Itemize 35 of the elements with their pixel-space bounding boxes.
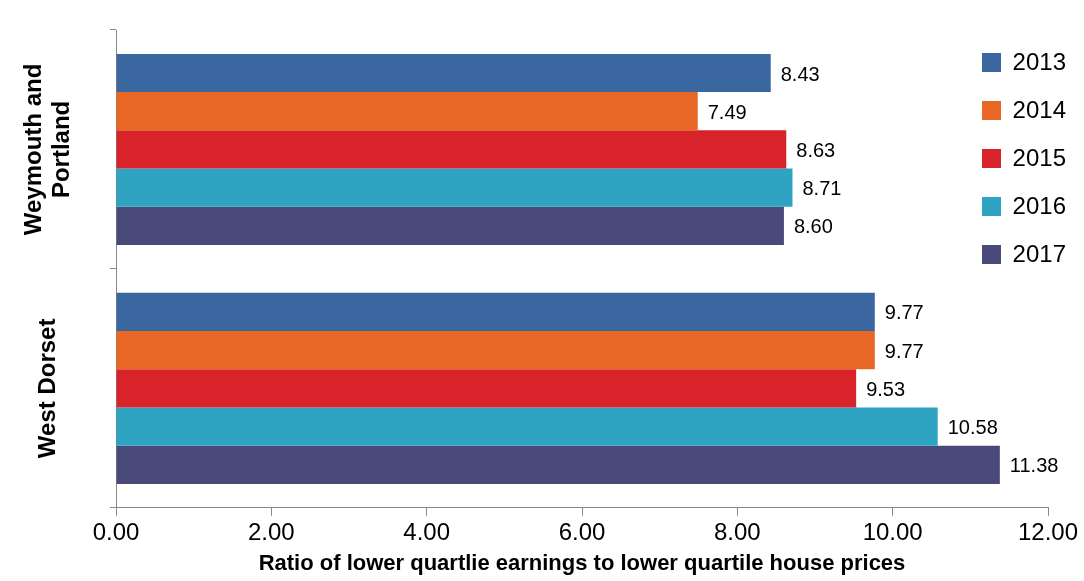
data-label: 9.53 — [866, 377, 906, 400]
x-tick-label: 4.00 — [403, 517, 451, 545]
bar — [116, 331, 875, 370]
bar — [116, 168, 793, 207]
x-axis-title: Ratio of lower quartlie earnings to lower quartile house prices — [258, 549, 906, 575]
x-tick-label: 10.00 — [862, 517, 923, 545]
bar — [116, 53, 771, 93]
legend-label: 2013 — [1012, 48, 1066, 76]
bar — [116, 445, 1000, 484]
x-tick-label: 0.00 — [92, 517, 140, 545]
data-label: 8.71 — [802, 177, 842, 200]
x-tick-label: 2.00 — [247, 517, 295, 545]
data-label: 9.77 — [884, 301, 924, 324]
data-label: 10.58 — [947, 416, 998, 439]
bar — [116, 369, 857, 408]
x-tick-label: 8.00 — [713, 517, 761, 545]
data-label: 8.63 — [796, 138, 836, 161]
bar — [116, 130, 787, 169]
bar — [116, 407, 938, 446]
data-label: 8.60 — [793, 215, 833, 238]
legend-label: 2015 — [1012, 144, 1066, 172]
bar — [116, 206, 784, 246]
bar — [116, 292, 875, 332]
y-tick-label: Weymouth and Portland — [18, 63, 74, 236]
data-label: 9.77 — [884, 339, 924, 362]
bar — [116, 92, 698, 131]
y-tick-label: West Dorset — [32, 318, 60, 459]
data-label: 7.49 — [707, 100, 747, 123]
data-label: 11.38 — [1009, 454, 1059, 477]
x-tick-label: 12.00 — [1017, 517, 1079, 545]
legend-label: 2016 — [1012, 192, 1066, 220]
data-label: 8.43 — [780, 62, 820, 85]
legend-label: 2014 — [1012, 96, 1066, 124]
x-tick-label: 6.00 — [558, 517, 606, 545]
legend-label: 2017 — [1012, 240, 1066, 268]
